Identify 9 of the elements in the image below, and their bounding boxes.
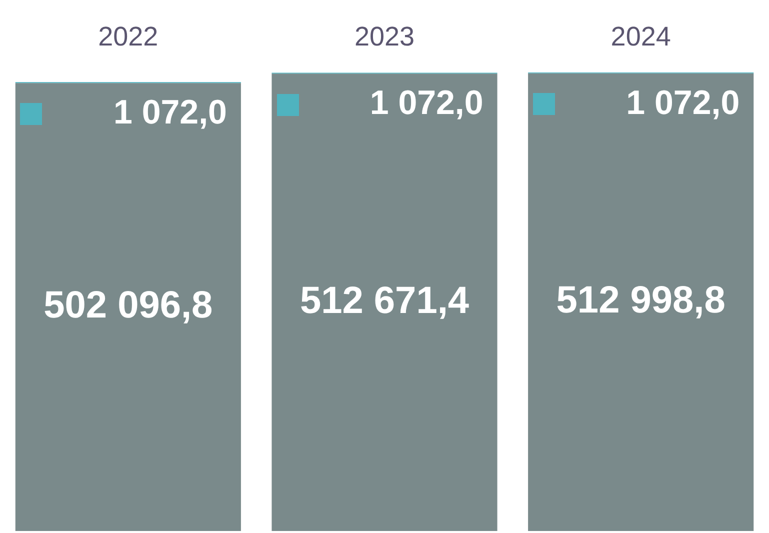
data-label: 1 072,0 — [626, 84, 740, 122]
data-label: 512 671,4 — [300, 280, 470, 322]
x-tick-label: 2023 — [354, 22, 415, 52]
x-tick-label: 2024 — [610, 22, 671, 52]
x-tick-label: 2022 — [98, 22, 158, 52]
data-label: 502 096,8 — [44, 284, 213, 327]
data-label: 1 072,0 — [114, 94, 227, 132]
data-label: 512 998,8 — [556, 280, 726, 322]
data-label: 1 072,0 — [370, 84, 484, 122]
